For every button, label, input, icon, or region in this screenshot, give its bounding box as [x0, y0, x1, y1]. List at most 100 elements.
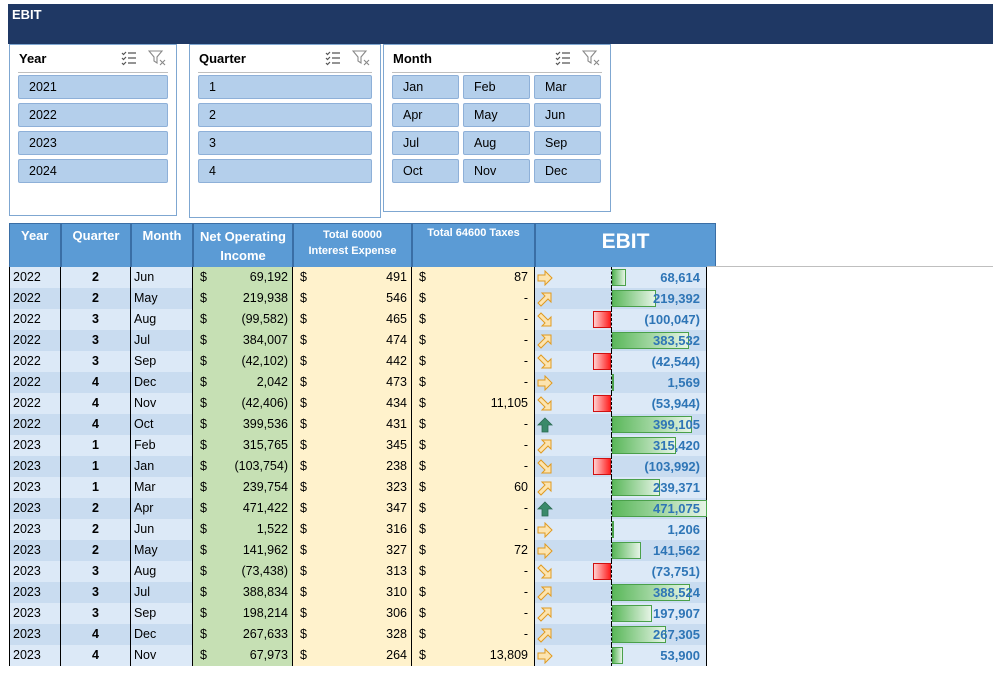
- cell-taxes[interactable]: $ -: [412, 603, 535, 624]
- cell-year[interactable]: 2022: [9, 372, 61, 393]
- cell-quarter[interactable]: 1: [61, 477, 131, 498]
- cell-taxes[interactable]: $11,105: [412, 393, 535, 414]
- cell-month[interactable]: Jul: [131, 330, 193, 351]
- cell-net-operating-income[interactable]: $141,962: [193, 540, 293, 561]
- cell-ebit[interactable]: (73,751): [559, 561, 707, 582]
- cell-month[interactable]: Mar: [131, 477, 193, 498]
- table-row[interactable]: 2023 3 Jul $388,834 $310 $ -388,524: [9, 582, 707, 603]
- trend-arrow-cell[interactable]: [535, 435, 559, 456]
- cell-net-operating-income[interactable]: $315,765: [193, 435, 293, 456]
- table-row[interactable]: 2022 3 Jul $384,007 $474 $ -383,532: [9, 330, 707, 351]
- cell-month[interactable]: Sep: [131, 603, 193, 624]
- slicer-item-may[interactable]: May: [463, 103, 530, 127]
- multi-select-icon[interactable]: [324, 49, 342, 67]
- cell-net-operating-income[interactable]: $ (103,754): [193, 456, 293, 477]
- cell-interest-expense[interactable]: $345: [293, 435, 412, 456]
- cell-net-operating-income[interactable]: $1,522: [193, 519, 293, 540]
- table-row[interactable]: 2023 1 Feb $315,765 $345 $ -315,420: [9, 435, 707, 456]
- cell-ebit[interactable]: 315,420: [559, 435, 707, 456]
- quarter-slicer[interactable]: Quarter 1 2 3 4: [189, 44, 381, 218]
- cell-year[interactable]: 2023: [9, 582, 61, 603]
- header-net-operating-income[interactable]: Net Operating Income: [193, 223, 293, 267]
- cell-taxes[interactable]: $ -: [412, 288, 535, 309]
- cell-taxes[interactable]: $ -: [412, 456, 535, 477]
- trend-arrow-cell[interactable]: [535, 330, 559, 351]
- cell-net-operating-income[interactable]: $ (42,102): [193, 351, 293, 372]
- cell-year[interactable]: 2023: [9, 498, 61, 519]
- cell-interest-expense[interactable]: $313: [293, 561, 412, 582]
- slicer-item-sep[interactable]: Sep: [534, 131, 601, 155]
- table-row[interactable]: 2023 2 Jun $1,522 $316 $ -1,206: [9, 519, 707, 540]
- trend-arrow-cell[interactable]: [535, 414, 559, 435]
- cell-interest-expense[interactable]: $238: [293, 456, 412, 477]
- cell-quarter[interactable]: 1: [61, 456, 131, 477]
- cell-year[interactable]: 2023: [9, 435, 61, 456]
- cell-quarter[interactable]: 3: [61, 309, 131, 330]
- cell-year[interactable]: 2022: [9, 309, 61, 330]
- cell-interest-expense[interactable]: $327: [293, 540, 412, 561]
- trend-arrow-cell[interactable]: [535, 393, 559, 414]
- cell-year[interactable]: 2022: [9, 330, 61, 351]
- cell-month[interactable]: Apr: [131, 498, 193, 519]
- trend-arrow-cell[interactable]: [535, 498, 559, 519]
- cell-interest-expense[interactable]: $491: [293, 267, 412, 288]
- cell-month[interactable]: Dec: [131, 372, 193, 393]
- cell-interest-expense[interactable]: $306: [293, 603, 412, 624]
- cell-year[interactable]: 2022: [9, 414, 61, 435]
- cell-taxes[interactable]: $87: [412, 267, 535, 288]
- cell-net-operating-income[interactable]: $ (42,406): [193, 393, 293, 414]
- cell-month[interactable]: Nov: [131, 645, 193, 666]
- cell-ebit[interactable]: 53,900: [559, 645, 707, 666]
- cell-quarter[interactable]: 3: [61, 582, 131, 603]
- cell-month[interactable]: Jun: [131, 267, 193, 288]
- cell-interest-expense[interactable]: $442: [293, 351, 412, 372]
- cell-year[interactable]: 2022: [9, 288, 61, 309]
- cell-net-operating-income[interactable]: $267,633: [193, 624, 293, 645]
- cell-net-operating-income[interactable]: $384,007: [193, 330, 293, 351]
- slicer-item-jun[interactable]: Jun: [534, 103, 601, 127]
- trend-arrow-cell[interactable]: [535, 309, 559, 330]
- trend-arrow-cell[interactable]: [535, 582, 559, 603]
- cell-taxes[interactable]: $ -: [412, 561, 535, 582]
- cell-year[interactable]: 2023: [9, 603, 61, 624]
- table-row[interactable]: 2023 3 Sep $198,214 $306 $ -197,907: [9, 603, 707, 624]
- cell-ebit[interactable]: (100,047): [559, 309, 707, 330]
- trend-arrow-cell[interactable]: [535, 456, 559, 477]
- cell-ebit[interactable]: 197,907: [559, 603, 707, 624]
- cell-quarter[interactable]: 4: [61, 372, 131, 393]
- table-row[interactable]: 2022 2 May $219,938 $546 $ -219,392: [9, 288, 707, 309]
- cell-year[interactable]: 2023: [9, 624, 61, 645]
- table-row[interactable]: 2023 1 Mar $239,754 $323 $60 239,371: [9, 477, 707, 498]
- cell-month[interactable]: Aug: [131, 309, 193, 330]
- clear-filter-icon[interactable]: [352, 49, 370, 67]
- cell-net-operating-income[interactable]: $399,536: [193, 414, 293, 435]
- slicer-item-jan[interactable]: Jan: [392, 75, 459, 99]
- cell-net-operating-income[interactable]: $471,422: [193, 498, 293, 519]
- cell-net-operating-income[interactable]: $67,973: [193, 645, 293, 666]
- cell-ebit[interactable]: (103,992): [559, 456, 707, 477]
- cell-net-operating-income[interactable]: $388,834: [193, 582, 293, 603]
- cell-taxes[interactable]: $ -: [412, 435, 535, 456]
- cell-month[interactable]: Jan: [131, 456, 193, 477]
- cell-interest-expense[interactable]: $434: [293, 393, 412, 414]
- cell-interest-expense[interactable]: $465: [293, 309, 412, 330]
- cell-year[interactable]: 2022: [9, 267, 61, 288]
- slicer-item-2023[interactable]: 2023: [18, 131, 168, 155]
- cell-taxes[interactable]: $ -: [412, 624, 535, 645]
- cell-taxes[interactable]: $ -: [412, 414, 535, 435]
- slicer-item-q1[interactable]: 1: [198, 75, 372, 99]
- table-row[interactable]: 2022 3 Sep $ (42,102) $442 $ - (42,544): [9, 351, 707, 372]
- table-row[interactable]: 2022 4 Oct $399,536 $431 $ -399,105: [9, 414, 707, 435]
- trend-arrow-cell[interactable]: [535, 477, 559, 498]
- cell-net-operating-income[interactable]: $ (73,438): [193, 561, 293, 582]
- cell-interest-expense[interactable]: $474: [293, 330, 412, 351]
- trend-arrow-cell[interactable]: [535, 519, 559, 540]
- slicer-item-2024[interactable]: 2024: [18, 159, 168, 183]
- cell-ebit[interactable]: 1,206: [559, 519, 707, 540]
- clear-filter-icon[interactable]: [582, 49, 600, 67]
- cell-year[interactable]: 2023: [9, 540, 61, 561]
- cell-taxes[interactable]: $ -: [412, 519, 535, 540]
- cell-ebit[interactable]: 1,569: [559, 372, 707, 393]
- cell-ebit[interactable]: 239,371: [559, 477, 707, 498]
- multi-select-icon[interactable]: [554, 49, 572, 67]
